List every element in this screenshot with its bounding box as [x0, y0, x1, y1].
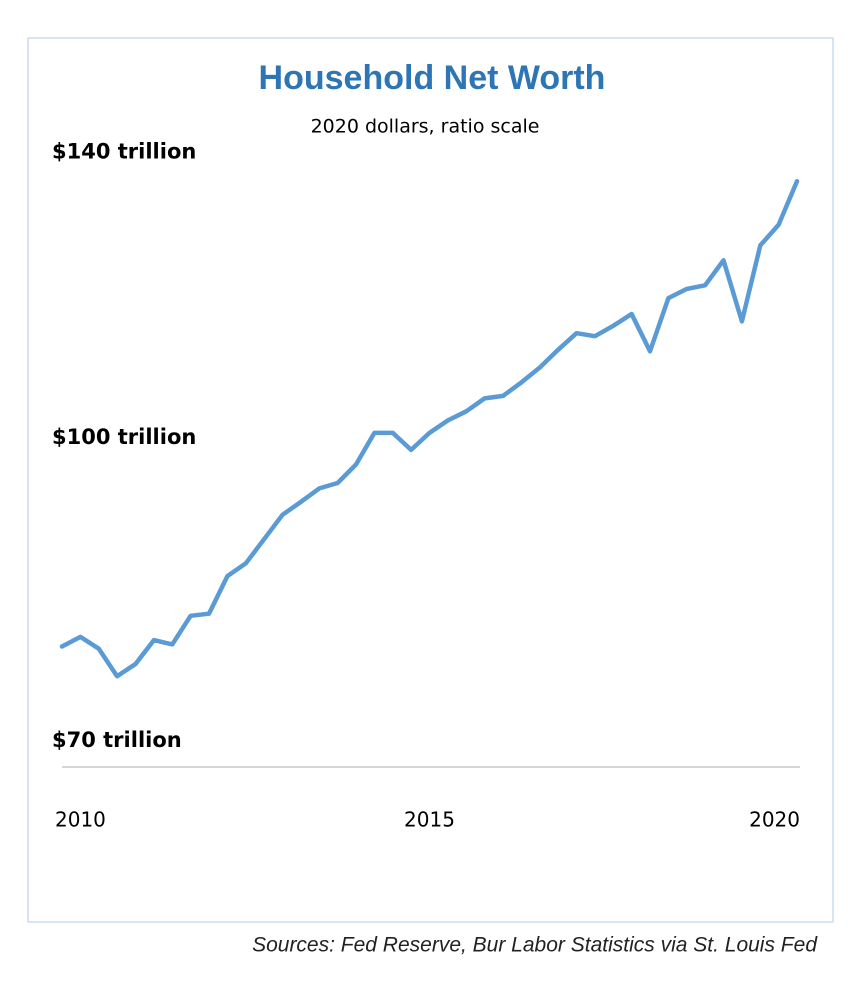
y-tick-label: $70 trillion	[52, 728, 182, 752]
chart-frame	[27, 37, 834, 923]
x-tick-label: 2010	[55, 808, 106, 832]
source-note: Sources: Fed Reserve, Bur Labor Statisti…	[252, 934, 818, 957]
data-line	[59, 178, 800, 679]
chart-title: Household Net Worth	[259, 59, 606, 97]
y-tick-label: $140 trillion	[52, 140, 196, 164]
x-tick-label: 2015	[404, 808, 455, 832]
chart-subtitle: 2020 dollars, ratio scale	[311, 116, 540, 138]
y-tick-label: $100 trillion	[52, 425, 196, 449]
x-tick-label: 2020	[749, 808, 800, 832]
